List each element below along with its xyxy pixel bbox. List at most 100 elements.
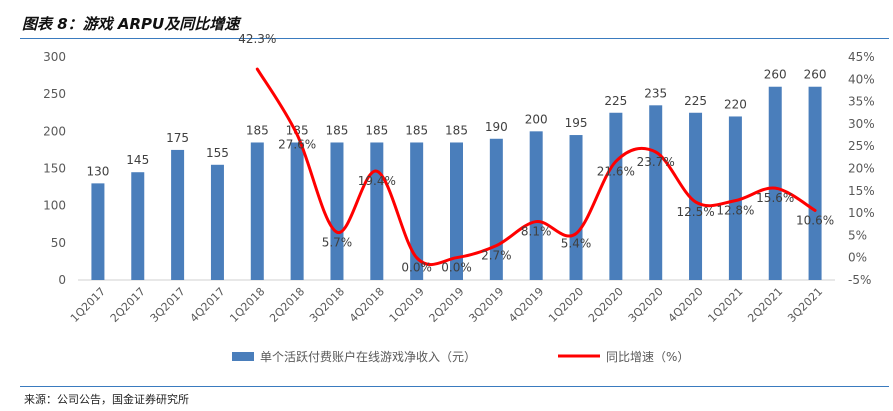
line-value-label: 2.7% xyxy=(481,249,512,263)
bar xyxy=(131,172,145,280)
legend-bar-label: 单个活跃付费账户在线游戏净收入（元） xyxy=(260,349,476,364)
bar xyxy=(250,142,264,280)
bar xyxy=(728,116,742,280)
right-axis-tick: 10% xyxy=(848,206,875,220)
line-value-label: 42.3% xyxy=(238,32,276,46)
bar-series xyxy=(91,86,822,280)
bar-value-label: 260 xyxy=(764,68,787,82)
bar-value-label: 130 xyxy=(86,164,109,178)
bar xyxy=(210,164,224,280)
legend: 单个活跃付费账户在线游戏净收入（元） 同比增速（%） xyxy=(232,349,689,364)
x-tick-label: 2Q2018 xyxy=(267,285,307,325)
left-axis-tick: 100 xyxy=(43,199,66,213)
right-axis-tick: 20% xyxy=(848,162,875,176)
x-tick-label: 1Q2018 xyxy=(227,285,267,325)
bar xyxy=(569,135,583,280)
x-tick-label: 1Q2019 xyxy=(387,285,427,325)
line-value-label: 5.7% xyxy=(322,235,353,249)
legend-bar-swatch xyxy=(232,352,254,361)
bar xyxy=(768,86,782,280)
bar-value-label: 185 xyxy=(405,123,428,137)
arpu-chart: 0 50 100 150 200 250 300 -5% 0% 5% 10% 15% 20% 25% 30… xyxy=(43,32,875,364)
bar xyxy=(609,112,623,280)
bar xyxy=(689,112,703,280)
bar xyxy=(808,86,822,280)
growth-line xyxy=(255,67,817,267)
bar-value-label: 235 xyxy=(644,86,667,100)
right-axis-tick: 30% xyxy=(848,117,875,131)
legend-line-label: 同比增速（%） xyxy=(606,350,689,364)
left-axis-tick: 300 xyxy=(43,50,66,64)
report-header: 图表 8：游戏 ARPU及同比增速 xyxy=(0,0,893,42)
bar xyxy=(529,131,543,280)
line-value-label: 10.6% xyxy=(796,213,834,227)
x-tick-label: 4Q2018 xyxy=(347,285,387,325)
bar-value-label: 175 xyxy=(166,131,189,145)
x-tick-label: 3Q2018 xyxy=(307,285,347,325)
bar-value-label: 260 xyxy=(804,68,827,82)
bar-data-labels: 130 145 175 155 185 185 185 185 185 185 190 200 195 2… xyxy=(86,68,826,179)
bar xyxy=(410,142,424,280)
bar-value-label: 195 xyxy=(565,116,588,130)
bar-value-label: 155 xyxy=(206,146,229,160)
bar xyxy=(370,142,384,280)
right-axis-tick: -5% xyxy=(848,273,871,287)
bar-value-label: 185 xyxy=(326,123,349,137)
x-tick-label: 2Q2020 xyxy=(586,285,626,325)
bar-value-label: 225 xyxy=(684,94,707,108)
line-value-label: 8.1% xyxy=(521,225,552,239)
line-value-label: 23.7% xyxy=(637,155,675,169)
bar xyxy=(450,142,463,280)
left-axis: 0 50 100 150 200 250 300 xyxy=(43,50,66,287)
x-tick-label: 3Q2017 xyxy=(148,285,188,325)
bar-value-label: 145 xyxy=(126,153,149,167)
right-axis-tick: 5% xyxy=(848,228,867,242)
line-value-label: 12.5% xyxy=(676,205,714,219)
bar-value-label: 190 xyxy=(485,120,508,134)
x-tick-label: 3Q2019 xyxy=(466,285,506,325)
bar-value-label: 185 xyxy=(365,123,388,137)
bar-value-label: 225 xyxy=(604,94,627,108)
right-axis-tick: 15% xyxy=(848,184,875,198)
x-tick-label: 4Q2019 xyxy=(506,285,546,325)
line-data-labels: 42.3% 27.6% 5.7% 19.4% 0.0% 0.0% 2.7% 8.1% 5.4% 2… xyxy=(238,32,834,275)
line-value-label: 0.0% xyxy=(441,261,472,275)
x-tick-label: 1Q2021 xyxy=(705,285,745,325)
left-axis-tick: 150 xyxy=(43,162,66,176)
line-value-label: 19.4% xyxy=(358,174,396,188)
right-axis-tick: 0% xyxy=(848,251,867,265)
x-tick-label: 3Q2020 xyxy=(626,285,666,325)
line-value-label: 12.8% xyxy=(716,204,754,218)
bar-value-label: 220 xyxy=(724,97,747,111)
x-tick-label: 2Q2019 xyxy=(427,285,467,325)
figure-title: 图表 8：游戏 ARPU及同比增速 xyxy=(22,15,240,33)
line-value-label: 21.6% xyxy=(597,164,635,178)
x-tick-label: 4Q2020 xyxy=(666,285,706,325)
bottom-divider xyxy=(20,386,889,387)
bar-value-label: 185 xyxy=(286,123,309,137)
x-tick-label: 1Q2017 xyxy=(68,285,108,325)
line-value-label: 0.0% xyxy=(401,261,432,275)
right-axis-tick: 35% xyxy=(848,95,875,109)
bar-value-label: 200 xyxy=(525,112,548,126)
right-axis-tick: 25% xyxy=(848,139,875,153)
x-tick-label: 2Q2021 xyxy=(745,285,785,325)
bar-value-label: 185 xyxy=(445,123,468,137)
bar xyxy=(91,183,105,280)
line-value-label: 5.4% xyxy=(561,237,592,251)
left-axis-tick: 250 xyxy=(43,87,66,101)
right-axis-tick: 40% xyxy=(848,72,875,86)
bar xyxy=(649,105,663,280)
bar xyxy=(330,142,344,280)
x-tick-label: 3Q2021 xyxy=(785,285,825,325)
bar xyxy=(290,142,304,280)
right-axis-tick: 45% xyxy=(848,50,875,64)
source-note: 来源：公司公告，国金证券研究所 xyxy=(24,393,189,406)
bar-value-label: 185 xyxy=(246,123,269,137)
left-axis-tick: 0 xyxy=(58,273,66,287)
left-axis-tick: 200 xyxy=(43,124,66,138)
left-axis-tick: 50 xyxy=(51,236,66,250)
line-value-label: 27.6% xyxy=(278,138,316,152)
top-divider xyxy=(20,38,889,39)
right-axis: -5% 0% 5% 10% 15% 20% 25% 30% 35% 40% 45% xyxy=(848,50,875,287)
